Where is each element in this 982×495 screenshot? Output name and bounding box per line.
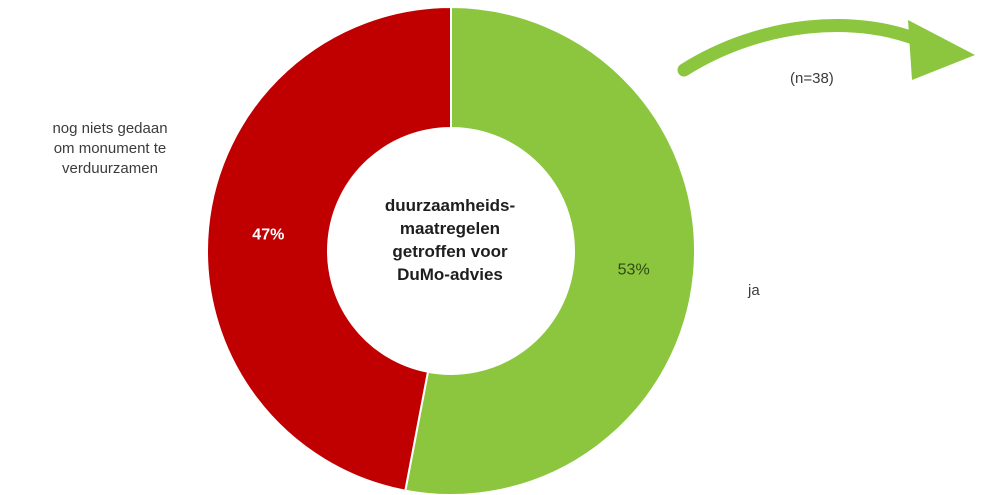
slice-value-label-yes: 53%	[618, 261, 650, 278]
slice-value-label-no: 47%	[252, 227, 284, 244]
sample-size-note: (n=38)	[790, 70, 834, 87]
donut-center-label: duurzaamheids- maatregelen getroffen voo…	[384, 196, 516, 284]
donut-slices	[206, 5, 696, 495]
donut-slice-yes	[404, 5, 696, 495]
donut-slice-no	[206, 5, 452, 492]
curved-arrow-right-icon	[677, 19, 935, 77]
arrow-head-icon	[908, 20, 975, 80]
slice-value-labels: 53% 47%	[252, 227, 649, 279]
category-label-no: nog niets gedaan om monument te verduurz…	[52, 120, 168, 177]
category-label-yes: ja	[748, 282, 760, 299]
